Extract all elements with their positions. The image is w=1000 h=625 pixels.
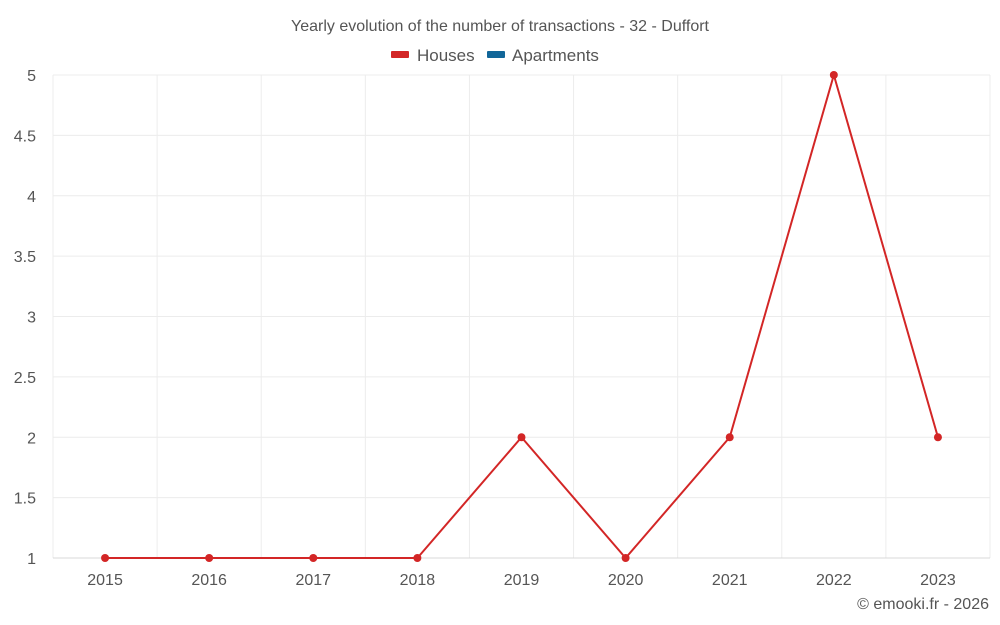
y-tick-label: 1.5 — [14, 491, 36, 508]
data-point-houses-2023 — [933, 433, 942, 442]
data-point-houses-2022 — [829, 71, 838, 79]
legend-swatch-houses — [391, 51, 409, 58]
chart-title: Yearly evolution of the number of transa… — [291, 18, 710, 35]
data-point-houses-2018 — [413, 554, 422, 562]
y-tick-label: 2 — [27, 430, 36, 447]
legend: Houses Apartments — [391, 46, 599, 65]
data-point-houses-2019 — [517, 433, 526, 442]
legend-item-apartments[interactable]: Apartments — [487, 46, 599, 65]
data-point-houses-2017 — [309, 554, 318, 562]
x-axis: 2015 2016 2017 2018 2019 2020 2021 2022 2023 — [53, 557, 990, 589]
x-tick-label: 2019 — [504, 572, 540, 589]
legend-item-houses[interactable]: Houses — [391, 46, 475, 65]
legend-swatch-apartments — [487, 51, 505, 58]
x-tick-label: 2016 — [191, 572, 227, 589]
y-tick-label: 1 — [27, 551, 36, 568]
legend-label-apartments: Apartments — [512, 46, 599, 65]
y-tick-label: 3.5 — [14, 249, 36, 266]
data-point-houses-2016 — [205, 554, 214, 562]
series-layer — [101, 71, 942, 562]
data-point-houses-2015 — [101, 554, 110, 562]
y-tick-label: 4.5 — [14, 128, 36, 145]
y-tick-label: 5 — [27, 68, 36, 85]
x-tick-label: 2022 — [816, 572, 852, 589]
credit: © emooki.fr - 2026 — [857, 596, 989, 613]
y-tick-label: 2.5 — [14, 370, 36, 387]
y-tick-label: 4 — [27, 189, 36, 206]
x-tick-label: 2020 — [608, 572, 644, 589]
y-tick-label: 3 — [27, 310, 36, 327]
data-point-houses-2021 — [725, 433, 734, 442]
x-tick-label: 2023 — [920, 572, 956, 589]
x-tick-label: 2018 — [400, 572, 436, 589]
x-tick-label: 2015 — [87, 572, 123, 589]
x-tick-label: 2017 — [295, 572, 331, 589]
grid — [52, 74, 991, 558]
y-axis: 1 1.5 2 2.5 3 3.5 4 4.5 5 — [14, 68, 36, 568]
x-tick-label: 2021 — [712, 572, 748, 589]
data-point-houses-2020 — [621, 554, 630, 562]
legend-label-houses: Houses — [417, 46, 475, 65]
